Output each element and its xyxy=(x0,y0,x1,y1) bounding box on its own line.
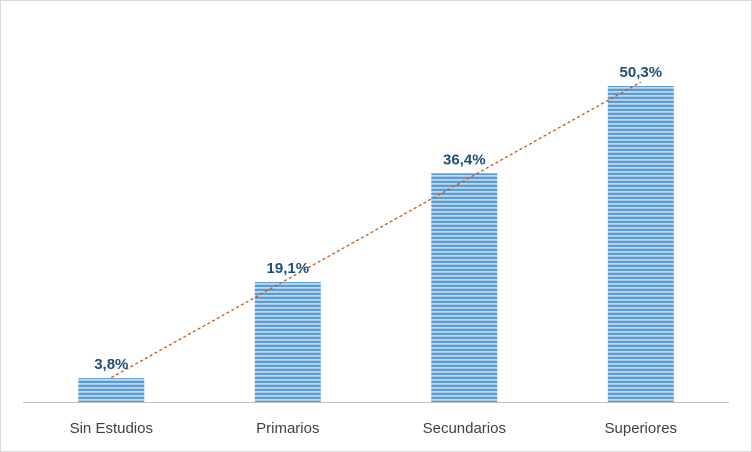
x-tick-label-2: Primarios xyxy=(256,420,319,437)
data-label-4: 50,3% xyxy=(620,64,663,81)
trendline-group xyxy=(110,81,642,379)
data-labels-group: 3,8% 19,1% 36,4% 50,3% xyxy=(94,64,662,373)
bar-1 xyxy=(78,378,145,402)
bar-4 xyxy=(607,86,674,402)
x-tick-label-1: Sin Estudios xyxy=(70,420,153,437)
x-tick-labels-group: Sin Estudios Primarios Secundarios Superior… xyxy=(70,420,677,437)
data-label-3: 36,4% xyxy=(443,151,486,168)
x-tick-label-3: Secundarios xyxy=(423,420,506,437)
bars-group xyxy=(78,86,674,402)
bar-3 xyxy=(431,173,498,402)
bar-2 xyxy=(254,282,321,402)
data-label-1: 3,8% xyxy=(94,356,128,373)
data-label-2: 19,1% xyxy=(267,260,310,277)
x-tick-label-4: Superiores xyxy=(605,420,678,437)
trendline xyxy=(110,81,642,379)
